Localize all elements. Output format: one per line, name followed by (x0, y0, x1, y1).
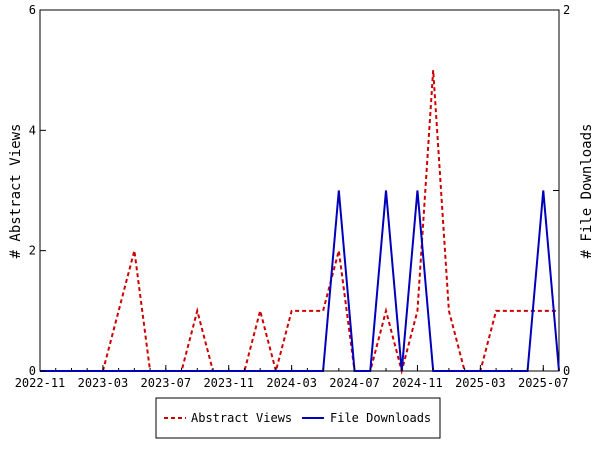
series-layer (40, 70, 560, 375)
y-right-tick-label: 0 (563, 364, 570, 378)
x-tick-label: 2024-07 (329, 376, 380, 390)
legend-label-file-downloads: File Downloads (330, 411, 431, 425)
legend: Abstract Views File Downloads (155, 397, 441, 439)
x-tick-label: 2023-03 (78, 376, 129, 390)
y-left-tick-label: 0 (29, 364, 36, 378)
axis-layer: 0 2 4 6 0 2 2022-11 2023-03 2023-07 2023-11 2024-0… (15, 3, 571, 390)
y-axis-right-label: # File Downloads (579, 124, 595, 259)
x-tick-label: 2025-03 (455, 376, 506, 390)
plot-frame (39, 9, 560, 372)
x-tick-label: 2025-07 (518, 376, 569, 390)
y-axis-left-label: # Abstract Views (8, 124, 24, 259)
legend-label-abstract-views: Abstract Views (191, 411, 292, 425)
y-left-tick-label: 6 (29, 3, 36, 17)
x-tick-label: 2024-03 (266, 376, 317, 390)
x-tick-label: 2024-11 (392, 376, 443, 390)
x-tick-label: 2022-11 (15, 376, 66, 390)
x-tick-label: 2023-07 (141, 376, 192, 390)
y-left-tick-label: 2 (29, 244, 36, 258)
y-left-tick-label: 4 (29, 123, 36, 137)
x-tick-label: 2023-11 (203, 376, 254, 390)
y-right-tick-label: 2 (563, 3, 570, 17)
series-line-file-downloads (40, 190, 560, 372)
legend-box (155, 397, 441, 439)
